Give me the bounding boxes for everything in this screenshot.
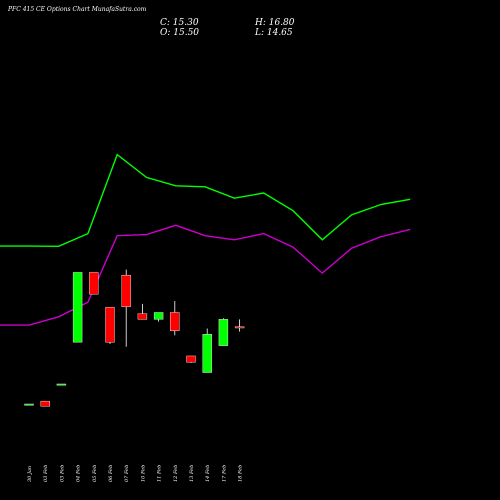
chart-title: PFC 415 CE Options Chart MunafaSutra.com: [8, 6, 147, 13]
x-tick-label: 11 Feb: [157, 465, 163, 482]
low-readout: L: 14.65: [255, 28, 293, 38]
x-tick-label: 05 Feb: [92, 465, 98, 482]
candle-body: [105, 307, 115, 343]
x-tick-label: 30 Jan: [27, 466, 33, 482]
candle-body: [89, 272, 99, 295]
candle-body: [218, 319, 229, 346]
x-tick-label: 06 Feb: [108, 465, 114, 482]
x-tick-label: 13 Feb: [189, 465, 195, 482]
x-tick-label: 07 Feb: [124, 465, 130, 482]
x-tick-label: 18 Feb: [238, 465, 244, 482]
x-tick-label: 03 Feb: [43, 465, 49, 482]
candle-body: [24, 403, 34, 406]
candle-body: [56, 383, 67, 386]
candles: [24, 269, 245, 407]
upper-band-line: [0, 153, 411, 248]
candle-body: [234, 326, 245, 329]
candle-body: [153, 312, 164, 320]
candle-body: [72, 272, 83, 343]
x-axis-ticks: 30 Jan 03 Feb 03 Feb 04 Feb 05 Feb 06 Feb 07 F…: [27, 465, 244, 482]
x-tick-label: 12 Feb: [173, 465, 179, 482]
lower-band-line: [0, 224, 411, 326]
candle-body: [137, 313, 148, 320]
x-tick-label: 04 Feb: [76, 465, 82, 482]
close-readout: C: 15.30: [160, 18, 199, 28]
x-tick-label: 14 Feb: [205, 465, 211, 482]
candle-body: [186, 355, 196, 363]
candle-body: [121, 275, 131, 307]
x-tick-label: 17 Feb: [221, 465, 227, 482]
open-readout: O: 15.50: [160, 28, 200, 38]
x-tick-label: 10 Feb: [140, 465, 146, 482]
x-tick-label: 03 Feb: [59, 465, 65, 482]
candle-body: [170, 312, 180, 331]
candle-body: [40, 400, 50, 407]
candle-body: [202, 334, 212, 373]
high-readout: H: 16.80: [255, 18, 295, 28]
